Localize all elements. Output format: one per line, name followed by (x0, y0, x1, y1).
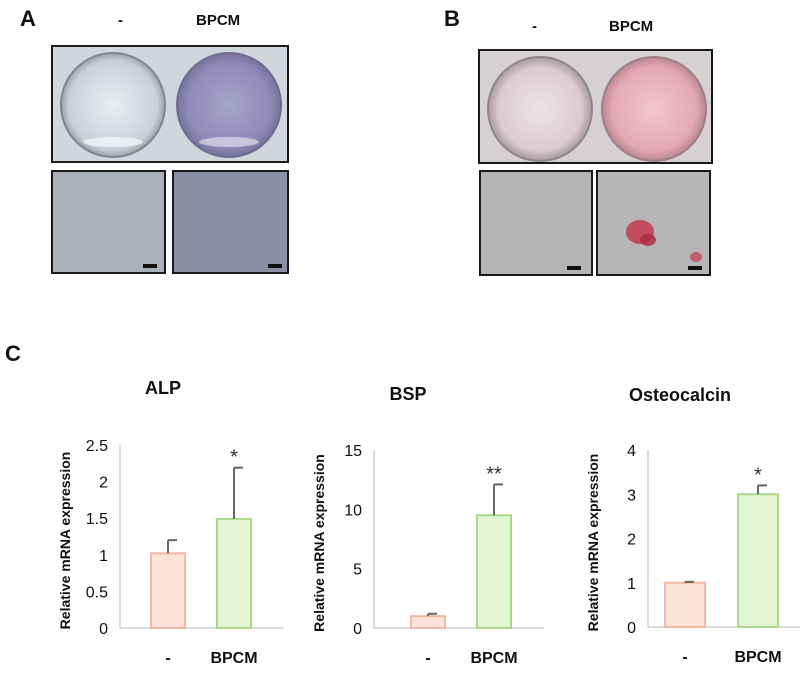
y-tick-label: 2 (99, 475, 108, 492)
y-tick-label: 15 (344, 443, 362, 460)
panel-a-treatment-label: BPCM (196, 12, 241, 29)
panel-b-micrograph-bpcm (596, 170, 711, 276)
panel-b-well-plate-image (480, 51, 711, 162)
bar-control (150, 552, 186, 629)
y-axis-label: Relative mRNA expression (585, 454, 601, 632)
panel-b-treatment-label: BPCM (609, 18, 654, 35)
category-label: BPCM (734, 649, 781, 666)
panel-b-well-plate-photo (478, 49, 713, 164)
panel-b-micrograph-control (479, 170, 593, 276)
panel-a-micrograph-bpcm (172, 170, 289, 274)
chart-alp-title: ALP (145, 378, 181, 398)
y-tick-label: 0 (99, 621, 108, 638)
panel-a-letter: A (20, 6, 36, 31)
bar-bpcm (737, 493, 779, 628)
panel-b-letter: B (444, 6, 460, 31)
y-tick-label: 0 (353, 621, 362, 638)
y-tick-label: 3 (627, 487, 636, 504)
category-label: BPCM (210, 650, 257, 667)
y-tick-label: 0.5 (86, 584, 108, 601)
significance-mark: ** (486, 463, 502, 485)
panel-b-control-label: - (532, 18, 537, 35)
y-tick-label: 4 (627, 443, 636, 460)
panel-a-micrograph-control (51, 170, 166, 274)
bar-bpcm (216, 517, 252, 629)
bar-bpcm (476, 514, 512, 629)
y-tick-label: 2 (627, 532, 636, 549)
y-tick-label: 5 (353, 562, 362, 579)
significance-mark: * (754, 464, 762, 486)
y-tick-label: 1 (99, 548, 108, 565)
category-label: BPCM (470, 650, 517, 667)
panel-a-control-scale-bar (143, 264, 157, 268)
y-axis-label: Relative mRNA expression (57, 452, 73, 630)
panel-b-bpcm-scale-bar (688, 266, 702, 270)
panel-b-control-scale-bar (567, 266, 581, 270)
chart-osteocalcin: 0 1 2 3 4 Relative mRNA expression - * BPCM (585, 443, 800, 666)
bar-control (410, 615, 446, 629)
y-tick-label: 1 (627, 576, 636, 593)
panel-a-well-plate-image (53, 47, 287, 161)
significance-mark: * (230, 447, 238, 469)
panel-c-letter: C (5, 341, 21, 366)
panel-a-bpcm-scale-bar (268, 264, 282, 268)
category-label: - (425, 650, 430, 667)
y-tick-label: 1.5 (86, 511, 108, 528)
chart-osteocalcin-title: Osteocalcin (628, 385, 732, 405)
y-axis-label: Relative mRNA expression (311, 454, 327, 632)
chart-bsp: 0 5 10 15 Relative mRNA expression - ** BPCM (311, 443, 544, 667)
category-label: - (682, 649, 687, 666)
chart-bsp-title: BSP (389, 384, 427, 404)
category-label: - (165, 650, 170, 667)
y-tick-label: 2.5 (86, 438, 108, 455)
y-tick-label: 0 (627, 620, 636, 637)
chart-alp: 0 0.5 1 1.5 2 2.5 Relative mRNA expression - * BP… (57, 438, 284, 667)
bar-control (664, 581, 706, 628)
panel-a-control-label: - (118, 12, 123, 29)
y-tick-label: 10 (344, 502, 362, 519)
panel-a-well-plate-photo (51, 45, 289, 163)
panel-b-mineral-nodule (626, 220, 702, 262)
